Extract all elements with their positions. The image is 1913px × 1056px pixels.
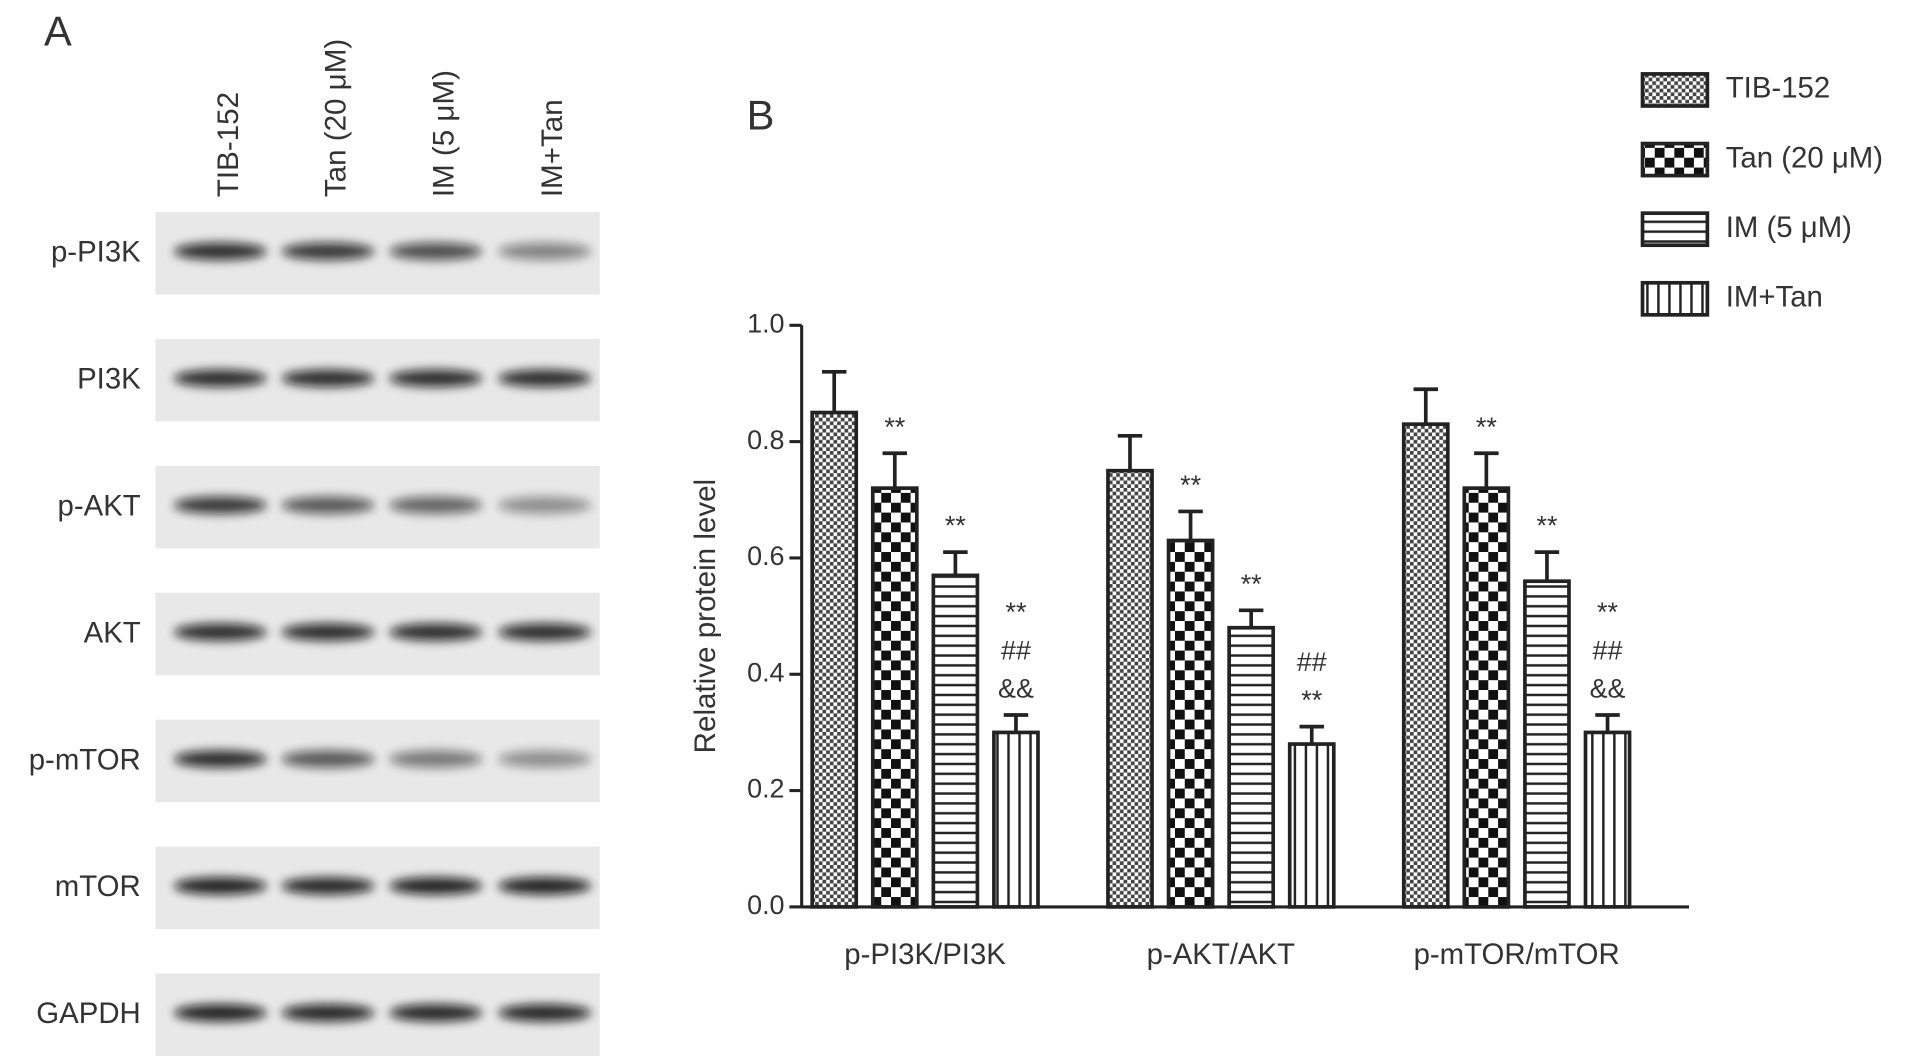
- significance-label: ##: [1593, 635, 1623, 665]
- row-label: mTOR: [55, 870, 141, 903]
- significance-label: **: [1241, 569, 1262, 599]
- significance-label: **: [1005, 597, 1026, 627]
- bar: [1287, 742, 1336, 909]
- x-tick-label: p-AKT/AKT: [1147, 938, 1296, 971]
- lane-label: Tan (20 μM): [320, 39, 353, 197]
- significance-label: **: [1536, 511, 1557, 541]
- legend-label: Tan (20 μM): [1726, 141, 1883, 174]
- lane-label: TIB-152: [212, 92, 245, 197]
- bar: [1583, 730, 1632, 909]
- bar: [992, 730, 1040, 909]
- band: [498, 242, 592, 260]
- band: [498, 623, 592, 641]
- band: [281, 1004, 375, 1022]
- significance-label: **: [1476, 412, 1497, 442]
- band: [498, 750, 592, 768]
- band: [389, 750, 483, 768]
- band: [281, 242, 375, 260]
- bar: [810, 410, 859, 909]
- panel-label: B: [747, 91, 775, 138]
- x-tick-label: p-mTOR/mTOR: [1414, 938, 1620, 971]
- bar: [1227, 625, 1276, 909]
- band: [281, 877, 375, 895]
- band: [498, 369, 592, 387]
- band: [389, 369, 483, 387]
- legend-swatch: [1640, 280, 1710, 317]
- band: [498, 1004, 592, 1022]
- y-tick-label: 1.0: [747, 308, 784, 338]
- row-label: p-PI3K: [51, 236, 141, 269]
- bar: [1523, 579, 1571, 909]
- y-tick-label: 0.4: [747, 657, 784, 687]
- legend-label: IM (5 μM): [1726, 211, 1852, 244]
- band: [389, 242, 483, 260]
- y-axis-label: Relative protein level: [689, 479, 722, 753]
- band: [281, 496, 375, 514]
- band: [173, 750, 267, 768]
- band: [173, 877, 267, 895]
- band: [498, 877, 592, 895]
- row-label: p-mTOR: [29, 743, 141, 776]
- row-label: PI3K: [77, 362, 141, 395]
- band: [173, 623, 267, 641]
- lane-label: IM (5 μM): [427, 70, 460, 197]
- legend-swatch: [1640, 141, 1710, 178]
- bar: [1166, 538, 1215, 909]
- y-tick-label: 0.2: [747, 774, 784, 804]
- row-label: GAPDH: [36, 997, 140, 1030]
- row-label: AKT: [84, 616, 141, 649]
- significance-label: ##: [1001, 635, 1031, 665]
- significance-label: &&: [998, 673, 1034, 703]
- western-blot: TIB-152 Tan (20 μM) IM (5 μM) IM+Tan p-PI3K P…: [29, 39, 600, 1056]
- lane-label: IM+Tan: [536, 99, 569, 197]
- band: [173, 369, 267, 387]
- bar: [1401, 422, 1450, 909]
- bar: [870, 486, 919, 909]
- row-label: p-AKT: [58, 489, 141, 522]
- band: [498, 496, 592, 514]
- band: [281, 623, 375, 641]
- significance-label: &&: [1590, 673, 1626, 703]
- panel-label: A: [44, 7, 72, 54]
- y-tick-label: 0.6: [747, 541, 784, 571]
- band: [173, 496, 267, 514]
- legend-swatch: [1640, 72, 1710, 108]
- band: [281, 369, 375, 387]
- x-tick-label: p-PI3K/PI3K: [844, 938, 1006, 971]
- bar: [931, 573, 980, 909]
- band: [281, 750, 375, 768]
- bar: [1106, 468, 1154, 909]
- bar: [1462, 486, 1511, 909]
- significance-label: **: [1301, 685, 1322, 715]
- band: [389, 496, 483, 514]
- band: [389, 623, 483, 641]
- significance-label: ##: [1297, 647, 1327, 677]
- legend-swatch: [1640, 211, 1710, 248]
- legend-label: IM+Tan: [1726, 281, 1823, 314]
- band: [389, 877, 483, 895]
- band: [173, 242, 267, 260]
- band: [173, 1004, 267, 1022]
- significance-label: **: [945, 511, 966, 541]
- significance-label: **: [884, 412, 905, 442]
- significance-label: **: [1597, 597, 1618, 627]
- y-tick-label: 0.8: [747, 425, 784, 455]
- band: [389, 1004, 483, 1022]
- legend-label: TIB-152: [1726, 72, 1830, 105]
- y-tick-label: 0.0: [747, 890, 784, 920]
- significance-label: **: [1180, 470, 1201, 500]
